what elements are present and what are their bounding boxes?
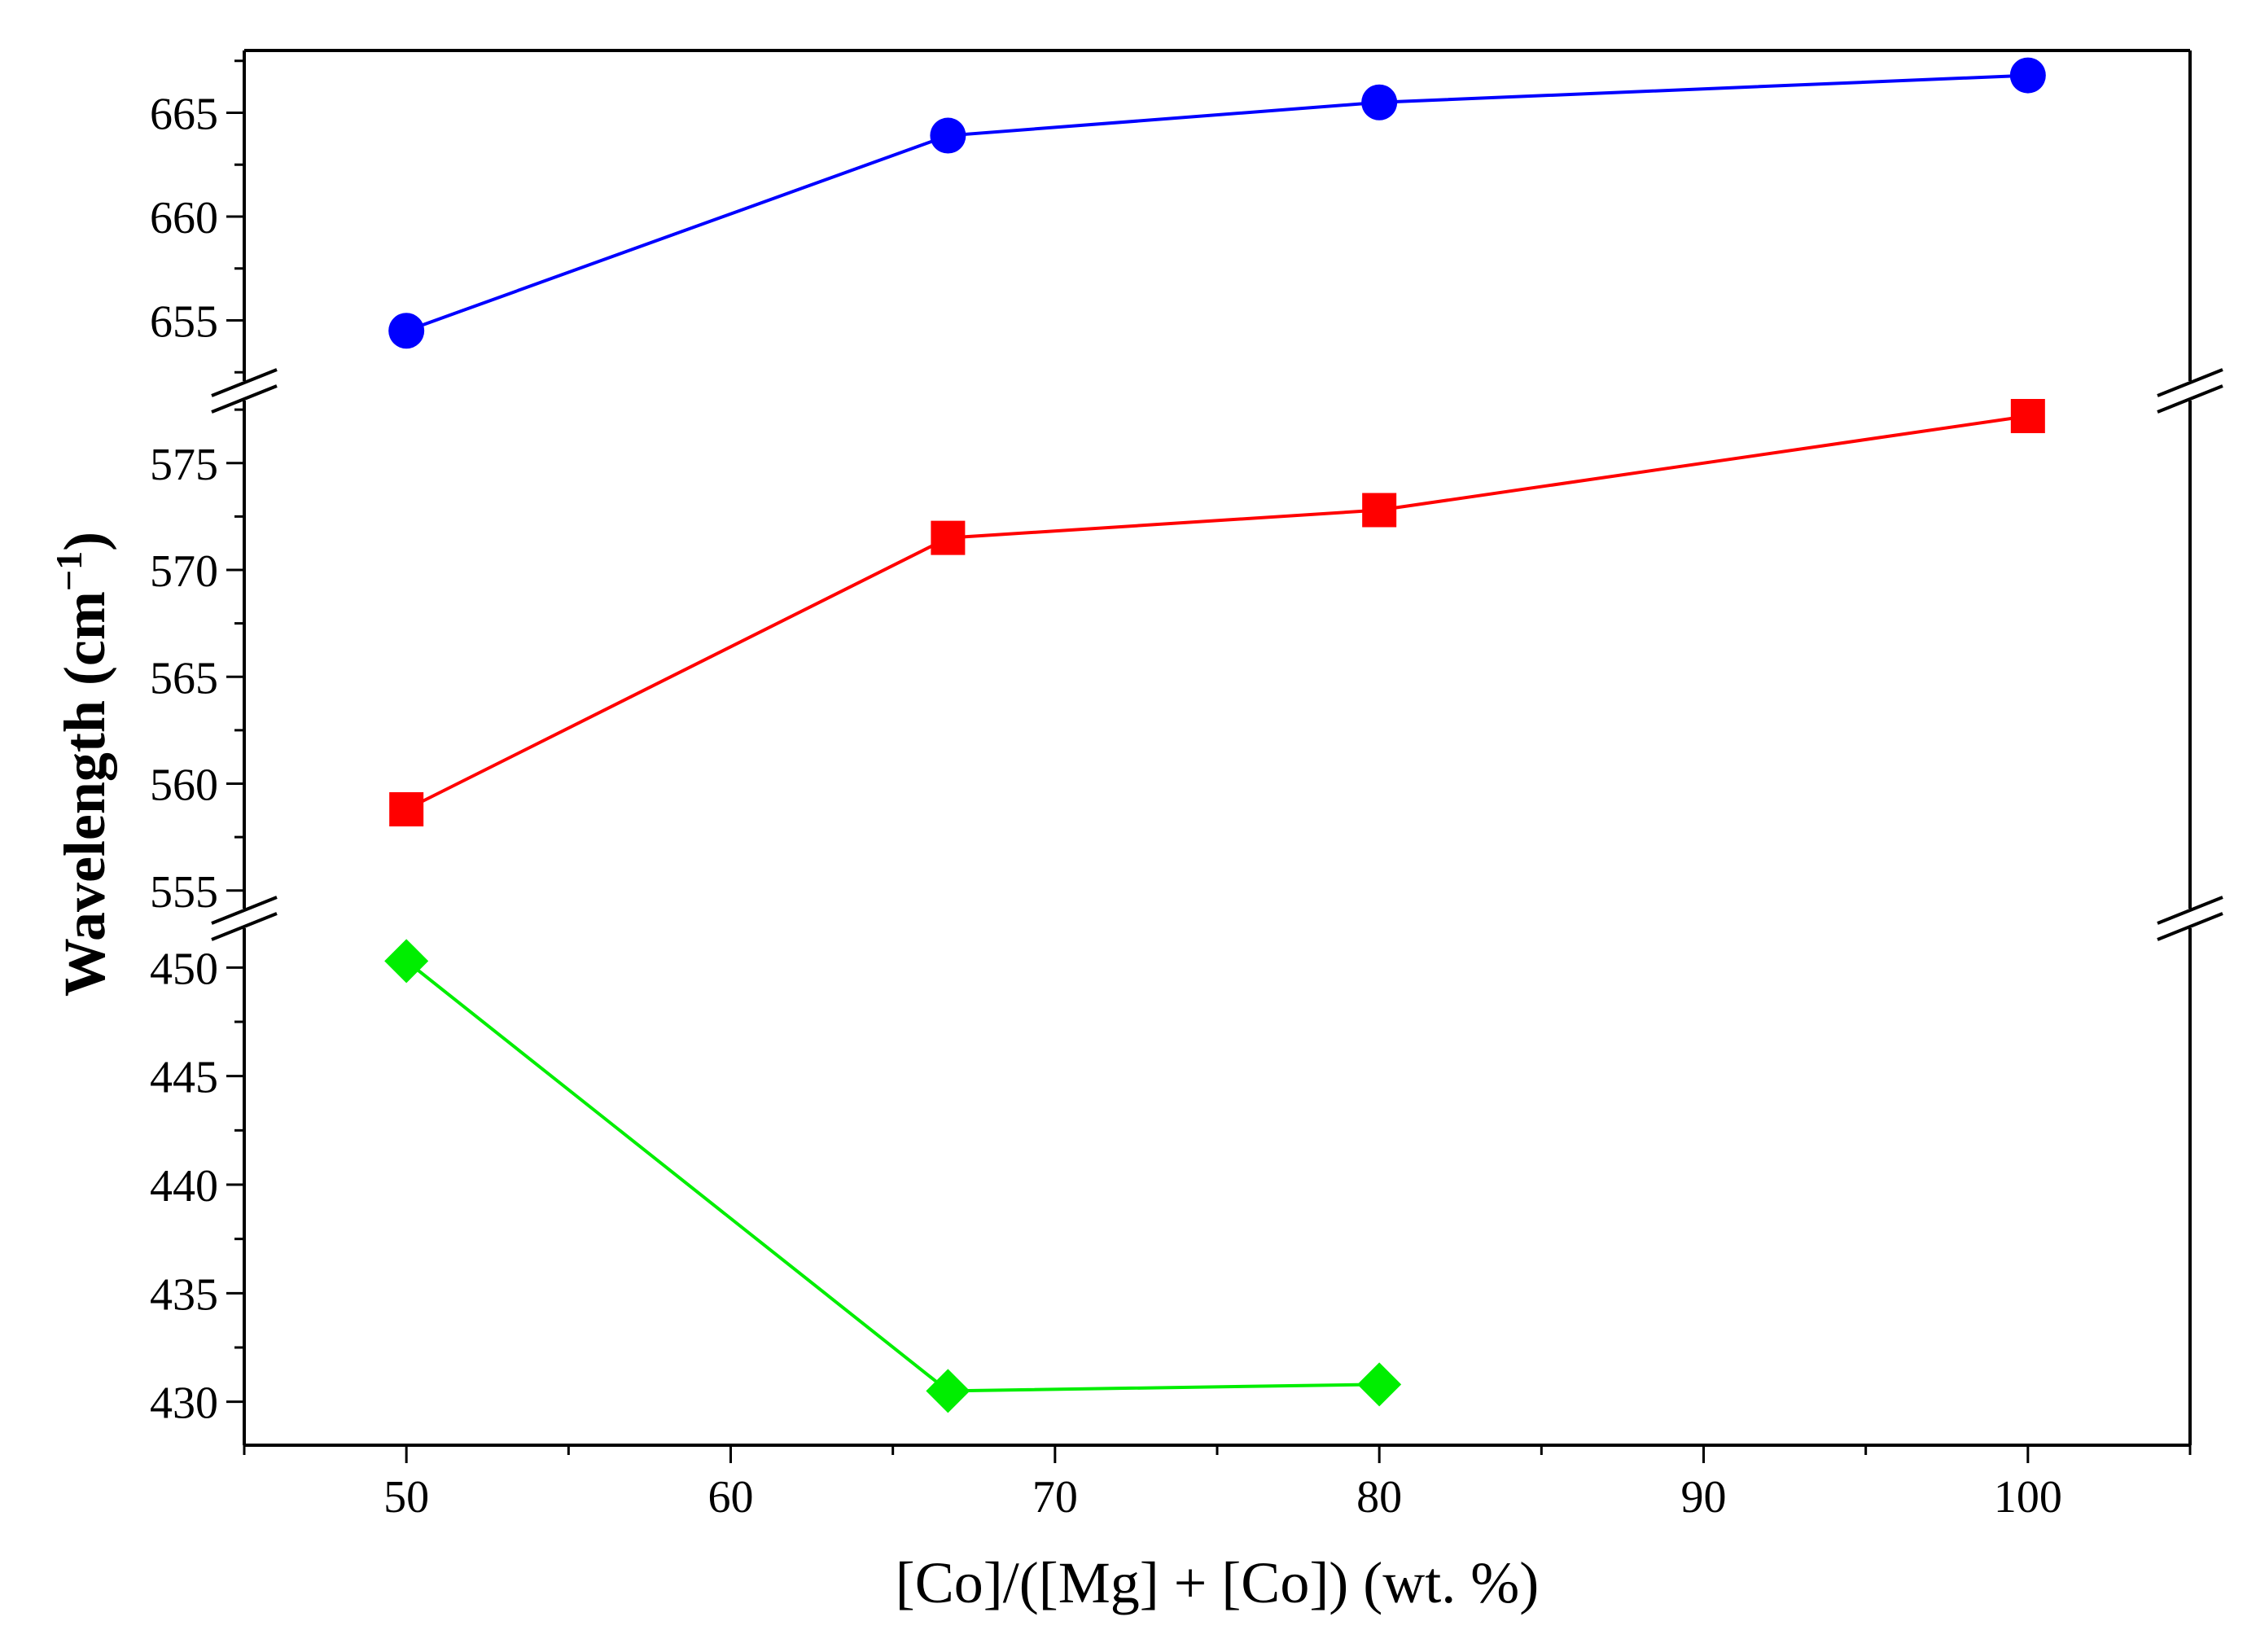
- label-layer: 50 60 70 80 90 100 655 660 665 555 560 565 570 575 430…: [48, 90, 2062, 1616]
- x-axis-title: [Co]/([Mg] + [Co]) (wt. %): [896, 1550, 1539, 1615]
- data-point-circle: [2009, 57, 2046, 94]
- y-axis-title-superscript: −1: [48, 551, 90, 591]
- y-tick-label: 430: [150, 1378, 218, 1429]
- y-tick-label: 555: [150, 867, 218, 918]
- x-tick-label: 50: [383, 1472, 429, 1523]
- axis-break-mark: [211, 912, 278, 941]
- x-tick-label: 100: [1994, 1472, 2062, 1523]
- axis-break-mark: [211, 896, 278, 925]
- series-line-red-squares: [405, 414, 2029, 811]
- series-line-green-diamonds: [405, 959, 1380, 1393]
- y-axis-title-close: ): [52, 532, 117, 551]
- data-point-square: [931, 520, 966, 555]
- y-tick-label: 450: [150, 944, 218, 994]
- x-tick-label: 70: [1032, 1472, 1078, 1523]
- data-point-square: [1362, 493, 1397, 528]
- data-point-circle: [930, 117, 966, 154]
- x-tick-label: 60: [708, 1472, 754, 1523]
- axis-break-mark: [2157, 368, 2223, 397]
- data-point-diamond: [1357, 1362, 1402, 1407]
- frame-layer: [243, 49, 2192, 1447]
- axis-break-mark: [211, 368, 278, 397]
- data-point-diamond: [926, 1369, 970, 1413]
- tick-layer: [226, 59, 2192, 1463]
- series-line-blue-circles: [405, 73, 2028, 333]
- y-tick-label: 560: [150, 760, 218, 811]
- y-tick-label: 565: [150, 653, 218, 703]
- data-point-square: [2010, 399, 2045, 433]
- y-axis-title-base: Wavelength (cm: [52, 591, 117, 997]
- axis-break-mark: [2157, 912, 2223, 941]
- x-tick-label: 90: [1681, 1472, 1727, 1523]
- data-point-square: [389, 792, 424, 826]
- axis-break-mark: [2157, 896, 2223, 925]
- y-tick-label: 440: [150, 1161, 218, 1212]
- y-tick-label: 445: [150, 1053, 218, 1103]
- data-point-circle: [388, 313, 425, 349]
- y-tick-label: 435: [150, 1269, 218, 1320]
- axis-break-mark: [211, 384, 278, 414]
- y-tick-label: 665: [150, 90, 218, 140]
- y-tick-label: 575: [150, 440, 218, 490]
- axis-breaks: [211, 368, 2223, 941]
- y-tick-label: 570: [150, 546, 218, 597]
- series-layer: [384, 57, 2046, 1413]
- x-tick-label: 80: [1356, 1472, 1402, 1523]
- y-tick-label: 655: [150, 297, 218, 348]
- data-point-diamond: [384, 939, 429, 984]
- data-point-circle: [1361, 84, 1398, 121]
- y-axis-title: Wavelength (cm−1): [48, 532, 117, 997]
- y-tick-label: 660: [150, 193, 218, 243]
- axis-break-mark: [2157, 384, 2223, 414]
